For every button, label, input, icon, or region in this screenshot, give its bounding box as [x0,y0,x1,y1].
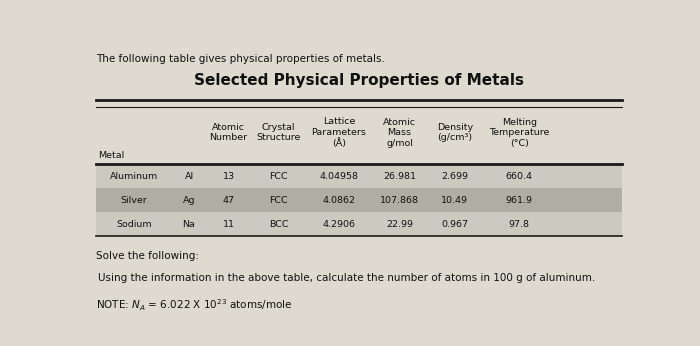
Text: Sodium: Sodium [116,219,152,228]
Text: Solve the following:: Solve the following: [96,251,199,261]
Text: 660.4: 660.4 [505,172,533,181]
Text: 4.2906: 4.2906 [323,219,356,228]
Text: 4.04958: 4.04958 [319,172,358,181]
Text: 26.981: 26.981 [383,172,416,181]
Text: 4.0862: 4.0862 [323,195,356,204]
Text: Aluminum: Aluminum [110,172,158,181]
Text: 10.49: 10.49 [441,195,468,204]
Text: 47: 47 [223,195,234,204]
Text: Density
(g/cm³): Density (g/cm³) [437,123,473,143]
Text: Al: Al [185,172,194,181]
Text: BCC: BCC [269,219,288,228]
Text: Ag: Ag [183,195,195,204]
Text: Silver: Silver [120,195,147,204]
Text: The following table gives physical properties of metals.: The following table gives physical prope… [96,54,384,64]
Text: NOTE: $N_A$ = 6.022 X 10$^{23}$ atoms/mole: NOTE: $N_A$ = 6.022 X 10$^{23}$ atoms/mo… [96,297,292,313]
Text: Selected Physical Properties of Metals: Selected Physical Properties of Metals [194,73,524,89]
Bar [96,212,622,236]
Text: 22.99: 22.99 [386,219,413,228]
Text: Na: Na [183,219,195,228]
Text: Atomic
Number: Atomic Number [209,123,248,143]
Text: Using the information in the above table, calculate the number of atoms in 100 g: Using the information in the above table… [98,273,596,283]
Text: 97.8: 97.8 [509,219,530,228]
Text: Metal: Metal [98,151,124,160]
Text: Lattice
Parameters
(Å): Lattice Parameters (Å) [312,117,367,148]
Text: 11: 11 [223,219,234,228]
Text: 13: 13 [223,172,234,181]
Bar [96,164,622,188]
Text: Atomic
Mass
g/mol: Atomic Mass g/mol [383,118,416,148]
Text: 961.9: 961.9 [505,195,533,204]
Text: Crystal
Structure: Crystal Structure [256,123,301,143]
Text: 0.967: 0.967 [441,219,468,228]
Text: 2.699: 2.699 [441,172,468,181]
Text: Melting
Temperature
(°C): Melting Temperature (°C) [489,118,550,148]
Text: FCC: FCC [270,195,288,204]
Text: 107.868: 107.868 [380,195,419,204]
Text: FCC: FCC [270,172,288,181]
Bar [96,188,622,212]
